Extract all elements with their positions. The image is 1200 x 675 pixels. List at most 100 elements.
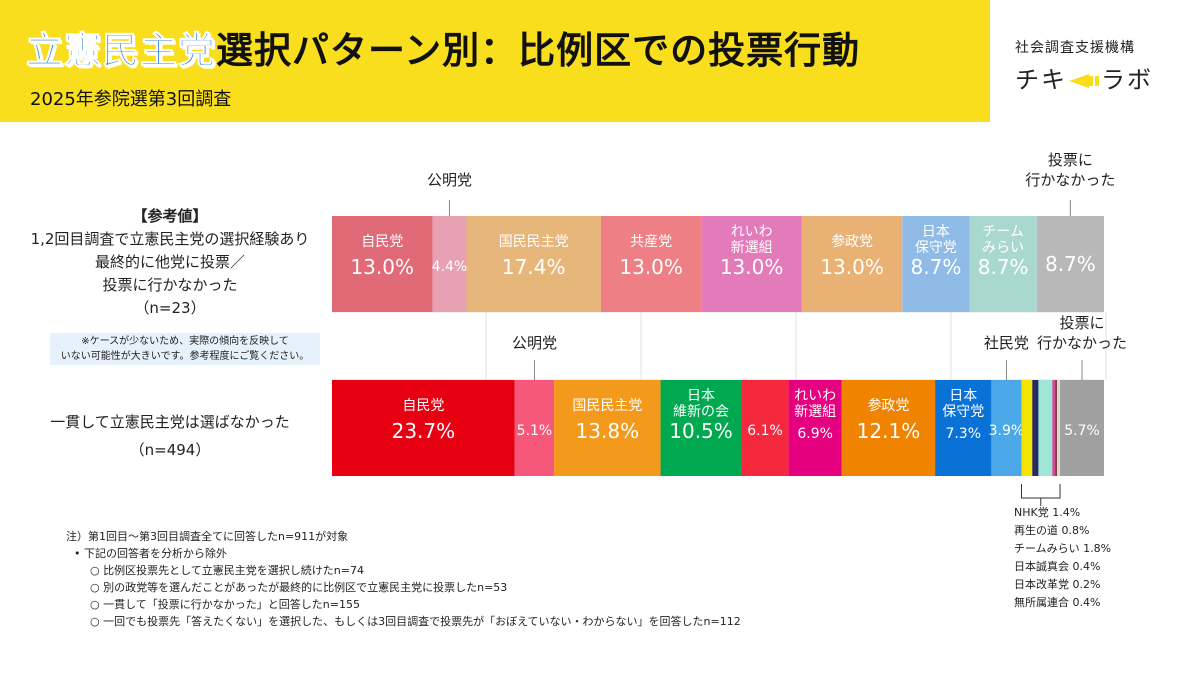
bar2-segment-label: れいわ	[794, 388, 836, 404]
callout-label: 公明党	[427, 171, 472, 189]
bar2-segment	[1055, 380, 1057, 476]
org-name: 社会調査支援機構	[1015, 40, 1135, 56]
bar2-segment	[1052, 380, 1056, 476]
logo-left-text: チキ	[1015, 66, 1067, 94]
callout-label: 投票に	[1048, 151, 1093, 169]
bar1-segment-label: 参政党	[831, 233, 873, 250]
bar1-value-label: 8.7%	[1045, 252, 1096, 276]
bar1-segment-label: 国民民主党	[499, 234, 569, 250]
page-title: 立憲民主党選択パターン別：比例区での投票行動	[26, 20, 860, 74]
bar1-segment	[801, 216, 903, 312]
row2-line1: 一貫して立憲民主党は選ばなかった	[50, 413, 290, 431]
bar2-segment	[1038, 380, 1053, 476]
small-parties-bracket	[1020, 484, 1061, 499]
bar1-value-label: 4.4%	[432, 259, 468, 275]
bar1-segment	[432, 216, 467, 312]
row1-line2: 最終的に他党に投票／	[94, 253, 245, 271]
row1-tag: 【参考値】	[132, 207, 208, 225]
bar2-value-label: 23.7%	[392, 419, 456, 443]
footnote-item: ○ 比例区投票先として立憲民主党を選択し続けたn=74	[90, 564, 364, 577]
small-party-legend-item: 無所属連合 0.4%	[1014, 595, 1100, 609]
footnote-item: ○ 一回でも投票先「答えたくない」を選択した、もしくは3回目調査で投票先が「おぼ…	[90, 615, 741, 628]
row1-line3: 投票に行かなかった	[102, 276, 238, 294]
bar1-value-label: 13.0%	[350, 255, 414, 279]
bar1-value-label: 13.0%	[820, 255, 884, 279]
small-party-legend-item: チームみらい 1.8%	[1014, 542, 1111, 555]
bar1-value-label: 8.7%	[978, 255, 1029, 279]
bar2-segment	[554, 380, 661, 476]
bar2-value-label: 3.9%	[989, 423, 1025, 439]
bar1-segment	[701, 216, 802, 312]
footnotes: 注）第1回目～第3回目調査全てに回答したn=911が対象 • 下記の回答者を分析…	[66, 528, 741, 630]
bar2-value-label: 10.5%	[669, 419, 733, 443]
bar1-value-label: 13.0%	[720, 255, 784, 279]
page-subtitle: 2025年参院選第3回調査	[30, 89, 232, 110]
bar2-segment	[1032, 380, 1039, 476]
bar2-value-label: 5.1%	[517, 423, 553, 439]
bar1-value-label: 17.4%	[502, 255, 566, 279]
bar2-segment-label: 維新の会	[673, 404, 729, 420]
bar1-value-label: 8.7%	[911, 255, 962, 279]
bar2-segment	[660, 380, 742, 476]
row1-label: 【参考値】 1,2回目調査で立憲民主党の選択経験あり 最終的に他党に投票／ 投票…	[10, 205, 330, 320]
bar2-segment-label: 自民党	[402, 398, 444, 414]
bar2-segment-label: 日本	[949, 388, 977, 404]
row2-label: 一貫して立憲民主党は選ばなかった （n=494）	[10, 408, 330, 464]
callout-label: 行かなかった	[1025, 171, 1115, 189]
caution-note-line1: ※ケースが少ないため、実際の傾向を反映して	[81, 336, 289, 347]
title-highlight: 立憲民主党	[26, 29, 216, 73]
bar2-segment	[788, 380, 842, 476]
bar2-segment-label: 新選組	[794, 404, 836, 420]
callout-label: 行かなかった	[1037, 334, 1127, 352]
bar2-segment-label: 保守党	[942, 404, 984, 420]
title-rest: 選択パターン別：比例区での投票行動	[216, 29, 861, 72]
bar2-segment-label: 国民民主党	[572, 398, 642, 414]
bar1-segment-label: みらい	[982, 240, 1024, 256]
bar1-segment-label: 自民党	[361, 234, 403, 250]
bar2-value-label: 12.1%	[857, 419, 921, 443]
title-banner: 立憲民主党選択パターン別：比例区での投票行動 2025年参院選第3回調査	[0, 0, 990, 122]
bar1-segment	[902, 216, 970, 312]
bar2-segment	[841, 380, 936, 476]
small-party-legend-item: 再生の道 0.8%	[1014, 523, 1089, 537]
footnote-item: ○ 別の政党等を選んだことがあったが最終的に比例区で立憲民主党に投票したn=53	[90, 581, 508, 594]
bar2-value-label: 6.9%	[797, 426, 833, 442]
bar1-segment-label: 日本	[922, 224, 950, 240]
bar2-value-label: 5.7%	[1064, 423, 1100, 439]
bar2-segment-label: 日本	[687, 388, 715, 404]
bar1-segment	[600, 216, 702, 312]
bar2-value-label: 7.3%	[945, 426, 981, 442]
small-party-legend-item: 日本改革党 0.2%	[1014, 577, 1100, 591]
bar1-segment-label: れいわ	[731, 224, 773, 240]
bar1-segment	[1036, 216, 1104, 312]
bar2-segment	[991, 380, 1022, 476]
bar2-segment	[514, 380, 555, 476]
org-logo: チキ ラボ	[1015, 60, 1153, 95]
caution-note: ※ケースが少ないため、実際の傾向を反映して いない可能性が大きいです。参考程度に…	[50, 333, 320, 365]
bar2-segment	[1060, 380, 1104, 476]
callout-label: 社民党	[984, 334, 1029, 352]
caution-note-line2: いない可能性が大きいです。参考程度にご覧ください。	[60, 351, 310, 362]
bar1-segment-label: 新選組	[731, 240, 773, 256]
small-party-legend-item: 日本誠真会 0.4%	[1014, 559, 1100, 573]
bar2-segment	[1021, 380, 1033, 476]
bar2-value-label: 6.1%	[747, 423, 783, 439]
bar1-segment-label: 共産党	[630, 234, 672, 250]
bar1-segment	[969, 216, 1037, 312]
bar2-value-label: 13.8%	[576, 419, 640, 443]
bar2-segment	[332, 380, 515, 476]
logo-right-text: ラボ	[1101, 66, 1153, 94]
bar1-segment-label: 保守党	[915, 240, 957, 256]
bar2-segment	[1056, 380, 1061, 476]
bar1-value-label: 13.0%	[619, 255, 683, 279]
bar2-segment	[935, 380, 992, 476]
callout-label: 投票に	[1060, 314, 1105, 332]
bar1-segment-label: チーム	[982, 224, 1024, 240]
flashlight-icon	[1069, 74, 1099, 88]
bar2-segment	[741, 380, 789, 476]
row2-n: （n=494）	[129, 441, 211, 459]
bar1-segment	[466, 216, 601, 312]
bar1-segment	[332, 216, 433, 312]
callout-label: 公明党	[512, 334, 557, 352]
